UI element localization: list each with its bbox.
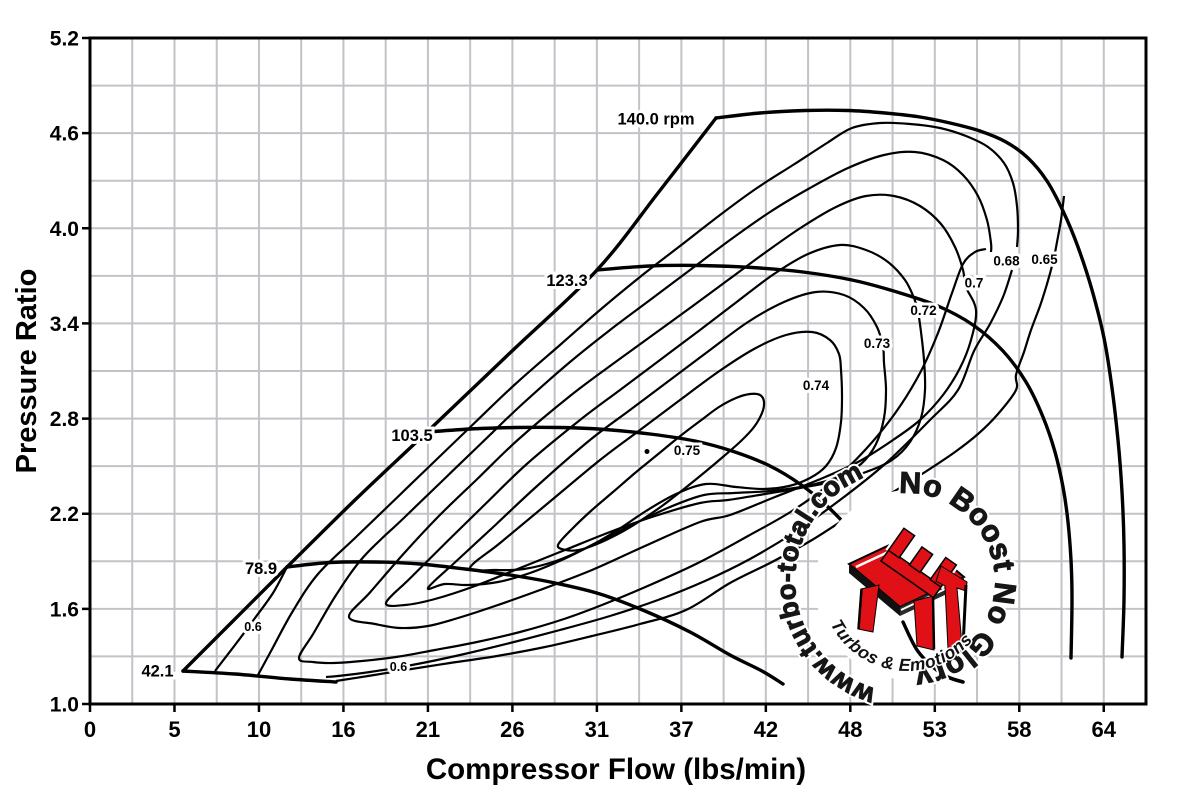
- svg-text:Compressor Flow (lbs/min): Compressor Flow (lbs/min): [426, 753, 806, 786]
- svg-text:1.6: 1.6: [50, 598, 79, 621]
- svg-text:53: 53: [923, 717, 947, 742]
- svg-text:0.68: 0.68: [993, 254, 1020, 269]
- svg-text:64: 64: [1092, 717, 1117, 742]
- svg-text:0: 0: [84, 717, 96, 742]
- svg-text:42.1: 42.1: [141, 663, 173, 681]
- svg-text:4.0: 4.0: [50, 218, 79, 241]
- svg-text:21: 21: [416, 717, 440, 742]
- svg-text:42: 42: [754, 717, 778, 742]
- svg-text:0.65: 0.65: [1031, 252, 1058, 267]
- svg-text:2.2: 2.2: [50, 503, 79, 526]
- svg-text:16: 16: [331, 717, 355, 742]
- svg-text:0.73: 0.73: [864, 336, 891, 351]
- svg-text:5.2: 5.2: [50, 28, 79, 51]
- svg-text:10: 10: [247, 717, 271, 742]
- svg-text:1.0: 1.0: [50, 694, 79, 717]
- svg-text:78.9: 78.9: [245, 560, 277, 578]
- svg-text:58: 58: [1007, 717, 1031, 742]
- svg-text:0.74: 0.74: [803, 378, 830, 393]
- svg-text:103.5: 103.5: [391, 427, 432, 445]
- svg-text:0.7: 0.7: [965, 276, 984, 291]
- svg-text:26: 26: [500, 717, 524, 742]
- svg-text:0.72: 0.72: [910, 303, 936, 318]
- svg-text:48: 48: [838, 717, 862, 742]
- svg-text:Pressure Ratio: Pressure Ratio: [11, 269, 43, 474]
- svg-text:0.75: 0.75: [674, 443, 701, 458]
- svg-text:123.3: 123.3: [546, 272, 587, 290]
- svg-text:31: 31: [585, 717, 609, 742]
- svg-text:37: 37: [669, 717, 693, 742]
- svg-text:140.0 rpm: 140.0 rpm: [617, 111, 694, 129]
- svg-text:5: 5: [168, 717, 180, 742]
- svg-text:3.4: 3.4: [50, 313, 80, 336]
- svg-text:0.6: 0.6: [244, 620, 261, 634]
- svg-text:2.8: 2.8: [50, 408, 80, 431]
- svg-text:4.6: 4.6: [50, 123, 79, 146]
- svg-text:0.6: 0.6: [390, 660, 407, 674]
